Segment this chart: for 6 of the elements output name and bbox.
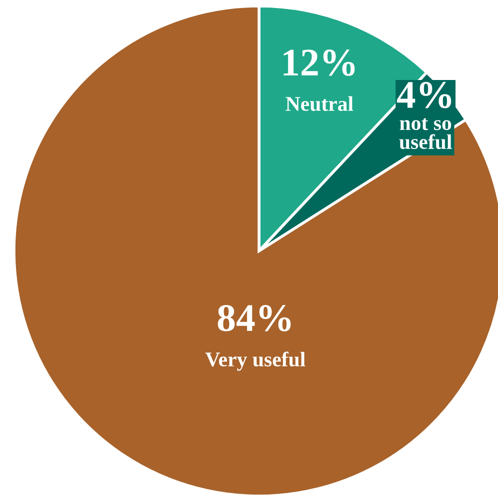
data-label: 84% [218, 304, 291, 332]
slice-label: Very useful [205, 352, 306, 371]
data-label: 12% [284, 50, 355, 76]
data-label: 4% [396, 82, 452, 108]
slice-label: not so useful [399, 118, 452, 150]
slice-label: Neutral [286, 96, 354, 111]
